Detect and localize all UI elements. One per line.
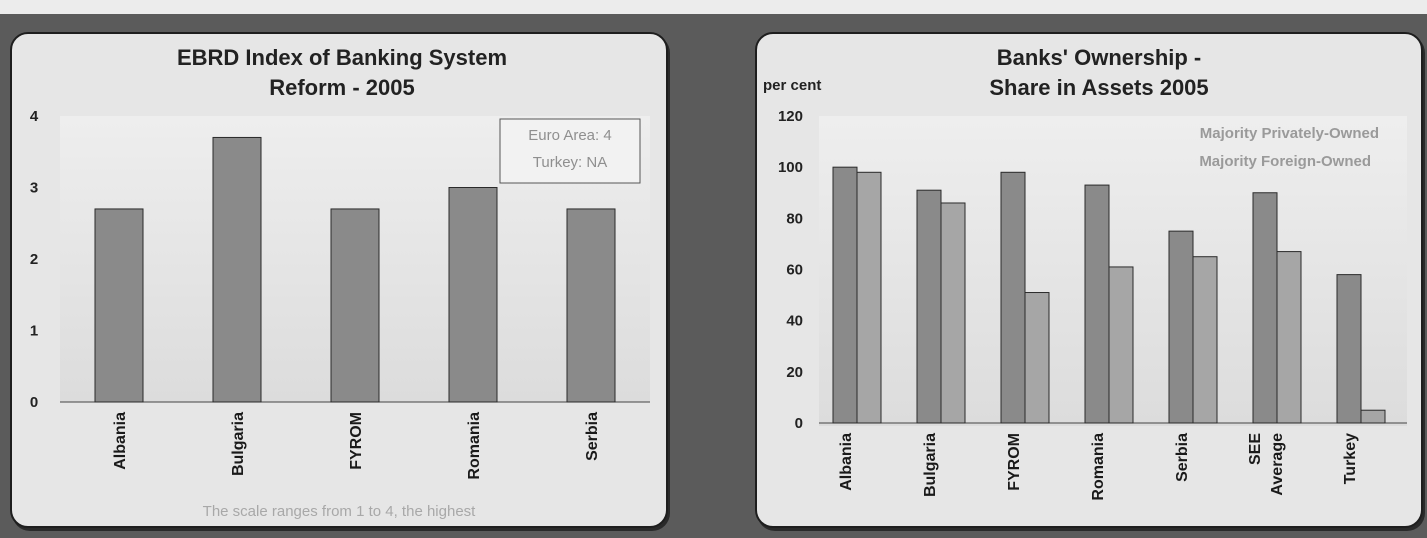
bar-see-average-series-2 <box>1277 252 1301 423</box>
y-tick-label: 2 <box>30 251 38 268</box>
bar-see-average-series-1 <box>1253 193 1277 423</box>
bar-romania <box>449 188 497 403</box>
y-tick-label: 20 <box>786 364 803 381</box>
y-tick-label: 3 <box>30 180 38 197</box>
x-category-label: Bulgaria <box>230 412 247 476</box>
annotation-line-2: Turkey: NA <box>533 154 607 171</box>
bar-serbia-series-1 <box>1169 231 1193 423</box>
bar-turkey-series-1 <box>1337 275 1361 423</box>
bar-romania-series-1 <box>1085 185 1109 423</box>
x-category-label: Albania <box>112 412 129 470</box>
bar-albania <box>95 209 143 402</box>
y-tick-label: 80 <box>786 210 803 227</box>
bar-fyrom <box>331 209 379 402</box>
bar-bulgaria-series-2 <box>941 203 965 423</box>
ebrd-chart: EBRD Index of Banking System Reform - 20… <box>12 34 666 526</box>
legend-series-1: Majority Privately-Owned <box>1200 125 1379 142</box>
chart-title-line-1: EBRD Index of Banking System <box>177 45 507 70</box>
chart-title-line-1: Banks' Ownership - <box>997 45 1202 70</box>
x-category-label: Turkey <box>1342 433 1359 484</box>
y-tick-label: 60 <box>786 262 803 279</box>
chart-title-line-2: Share in Assets 2005 <box>989 75 1208 100</box>
x-category-label: Romania <box>1090 433 1107 501</box>
x-category-label: Bulgaria <box>922 433 939 497</box>
bar-fyrom-series-1 <box>1001 172 1025 423</box>
legend-series-2: Majority Foreign-Owned <box>1199 153 1371 170</box>
bar-albania-series-2 <box>857 172 881 423</box>
x-category-label: Average <box>1269 433 1286 496</box>
y-tick-label: 120 <box>778 108 803 125</box>
y-tick-label: 0 <box>795 415 803 432</box>
footnote: The scale ranges from 1 to 4, the highes… <box>203 503 476 520</box>
x-category-label: SEE <box>1247 433 1264 465</box>
chart-title-line-2: Reform - 2005 <box>269 75 415 100</box>
annotation-line-1: Euro Area: 4 <box>528 127 611 144</box>
x-category-label: FYROM <box>348 412 365 470</box>
page-top-strip <box>0 0 1427 14</box>
y-tick-label: 100 <box>778 159 803 176</box>
ebrd-chart-panel: EBRD Index of Banking System Reform - 20… <box>10 32 668 528</box>
x-category-label: Romania <box>466 412 483 480</box>
x-category-label: Albania <box>838 433 855 491</box>
bar-bulgaria-series-1 <box>917 190 941 423</box>
x-category-label: Serbia <box>1174 433 1191 482</box>
bar-serbia <box>567 209 615 402</box>
ownership-chart-panel: Banks' Ownership - Share in Assets 2005 … <box>755 32 1423 528</box>
x-category-label: Serbia <box>584 412 601 461</box>
bar-fyrom-series-2 <box>1025 293 1049 423</box>
bar-bulgaria <box>213 137 261 402</box>
ownership-chart: Banks' Ownership - Share in Assets 2005 … <box>757 34 1421 526</box>
bar-turkey-series-2 <box>1361 410 1385 423</box>
bar-romania-series-2 <box>1109 267 1133 423</box>
y-tick-label: 40 <box>786 313 803 330</box>
y-tick-label: 0 <box>30 394 38 411</box>
bar-serbia-series-2 <box>1193 257 1217 423</box>
y-axis-unit-label: per cent <box>763 77 821 94</box>
bar-albania-series-1 <box>833 167 857 423</box>
y-tick-label: 1 <box>30 323 38 340</box>
x-category-label: FYROM <box>1006 433 1023 491</box>
y-tick-label: 4 <box>30 108 39 125</box>
